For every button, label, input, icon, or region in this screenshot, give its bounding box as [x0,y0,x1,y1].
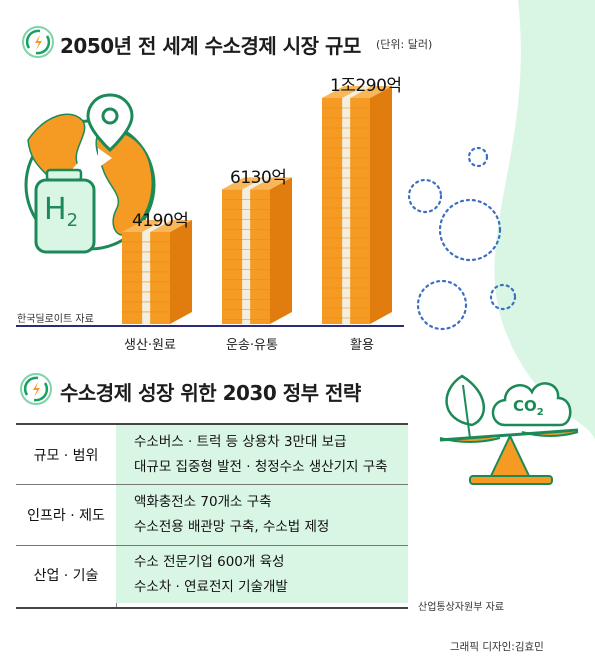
data-label-usage: 1조290억 [330,76,402,96]
hydrogen-cycle-icon [22,26,54,58]
row-divider [16,545,408,546]
bar-side [370,86,392,324]
row-item: 수소차 · 연료전지 기술개발 [134,578,288,595]
bar-band-top [342,86,373,98]
bars-group [122,86,392,324]
location-pin-icon [86,93,134,153]
row-label-scale: 규모 · 범위 [33,447,99,464]
category-transport: 운송·유통 [226,338,278,353]
co2-letters: CO [513,397,537,415]
bar-2 [322,86,392,324]
h2-subscript: 2 [66,210,79,231]
row-item: 수소 전문기업 600개 육성 [134,553,285,570]
label-column [16,425,116,607]
co2-cloud-icon [491,382,572,427]
chart-unit: (단위: 달러) [376,38,433,51]
row-item: 수소버스 · 트럭 등 상용차 3만대 보급 [134,433,347,450]
bar-1 [222,177,292,324]
bar-band [142,231,151,324]
row-item: 액화충전소 70개소 구축 [134,494,272,510]
bar-band-top [142,219,173,232]
bar-band [342,98,351,324]
data-label-transport: 6130억 [230,168,287,188]
bar-band [242,189,251,324]
co2-subscript: 2 [536,407,544,418]
co2-symbol: CO2 [513,397,544,418]
bar-side [170,219,192,324]
row-item: 수소전용 배관망 구축, 수소법 제정 [134,519,330,535]
chart-title: 2050년 전 세계 수소경제 시장 규모 [60,34,361,58]
data-label-production: 4190억 [132,211,189,231]
dotted-circles [407,146,517,331]
bar-band-top [242,177,273,190]
balance-scale-illustration [439,428,579,485]
strategy-table: 규모 · 범위 수소버스 · 트럭 등 상용차 3만대 보급 대규모 집중형 발… [16,423,408,609]
h2-symbol: H2 [44,192,78,231]
row-item: 대규모 집중형 발전 · 청정수소 생산기지 구축 [134,458,388,475]
row-items-industry: 수소 전문기업 600개 육성 수소차 · 연료전지 기술개발 [116,546,408,603]
graphic-credit: 그래픽 디자인:김효민 [450,641,544,653]
hydrogen-jar-icon [34,168,96,254]
row-items-infra: 액화충전소 70개소 구축 수소전용 배관망 구축, 수소법 제정 [116,485,408,545]
h2-letter: H [44,192,67,227]
leaf-icon [445,374,486,439]
strategy-title: 수소경제 성장 위한 2030 정부 전략 [60,381,361,405]
hydrogen-cycle-icon-2 [20,373,52,405]
row-divider [16,484,408,485]
row-label-industry: 산업 · 기술 [33,567,99,584]
row-label-infra: 인프라 · 제도 [27,508,105,524]
strategy-source: 산업통상자원부 자료 [418,602,504,613]
chart-source: 한국딜로이트 자료 [17,314,94,325]
bar-side [270,177,292,324]
category-usage: 활용 [350,338,374,353]
bar-0 [122,219,192,324]
category-production: 생산·원료 [124,338,176,353]
row-items-scale: 수소버스 · 트럭 등 상용차 3만대 보급 대규모 집중형 발전 · 청정수소… [116,425,408,484]
